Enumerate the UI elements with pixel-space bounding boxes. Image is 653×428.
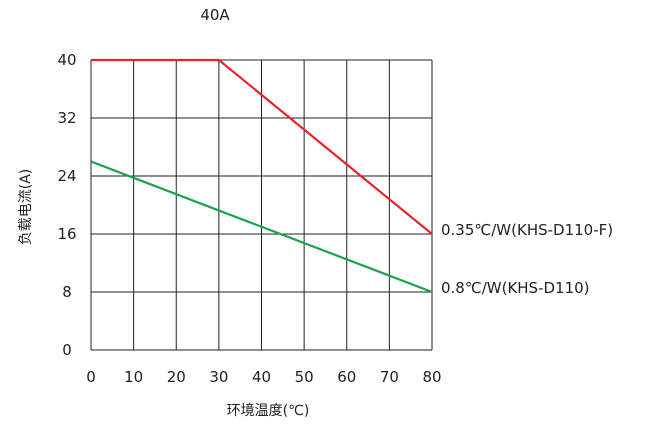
x-axis-title: 环境温度(℃) xyxy=(227,403,310,419)
y-tick-label: 40 xyxy=(57,51,76,69)
x-tick-label: 30 xyxy=(209,368,228,386)
chart-series-lines xyxy=(90,58,433,294)
y-tick-labels: 0 8 16 24 32 40 xyxy=(57,51,76,359)
y-tick-label: 0 xyxy=(62,341,72,359)
x-tick-label: 40 xyxy=(252,368,271,386)
series-labels: 0.35℃/W(KHS-D110-F) 0.8℃/W(KHS-D110) xyxy=(441,221,613,297)
x-tick-label: 70 xyxy=(380,368,399,386)
series-line-2 xyxy=(90,160,433,294)
y-tick-label: 16 xyxy=(57,225,76,243)
series-label-2: 0.8℃/W(KHS-D110) xyxy=(441,279,590,297)
x-tick-label: 60 xyxy=(337,368,356,386)
chart-grid xyxy=(90,59,433,351)
series-label-1: 0.35℃/W(KHS-D110-F) xyxy=(441,221,613,239)
y-tick-label: 8 xyxy=(62,283,72,301)
y-axis-title: 负载电流(A) xyxy=(18,169,34,246)
x-tick-labels: 0 10 20 30 40 50 60 70 80 xyxy=(86,368,441,386)
x-tick-label: 50 xyxy=(295,368,314,386)
y-tick-label: 32 xyxy=(57,109,76,127)
y-tick-label: 24 xyxy=(57,167,76,185)
x-tick-label: 0 xyxy=(86,368,96,386)
chart-title: 40A xyxy=(200,6,230,24)
x-tick-label: 10 xyxy=(124,368,143,386)
x-tick-label: 20 xyxy=(167,368,186,386)
x-tick-label: 80 xyxy=(422,368,441,386)
series-line-1 xyxy=(91,58,433,235)
